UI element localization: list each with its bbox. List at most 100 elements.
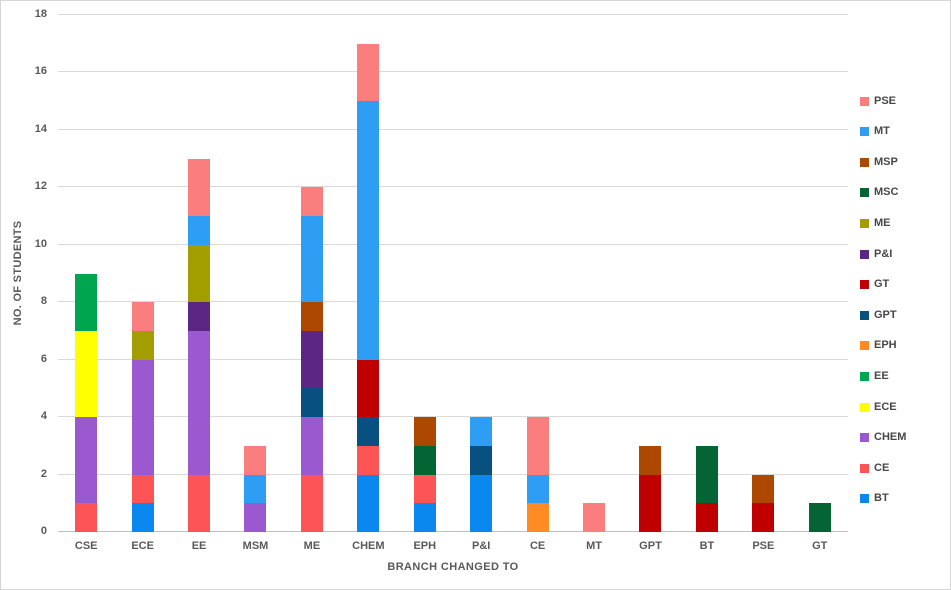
- segment-MSP: [639, 445, 662, 475]
- legend-swatch: [860, 127, 869, 137]
- bar-stack: [752, 474, 775, 532]
- bar-GT: [792, 15, 848, 532]
- segment-PSE: [131, 302, 154, 331]
- bar-EE: [171, 15, 227, 532]
- segment-BT: [413, 503, 436, 532]
- segment-BT: [470, 474, 493, 532]
- segment-ME: [188, 244, 211, 303]
- segment-CHEM: [300, 417, 323, 475]
- legend-item-ME: ME: [860, 217, 891, 229]
- segment-GT: [357, 359, 380, 418]
- legend-item-ECE: ECE: [860, 401, 897, 413]
- segment-MSP: [300, 302, 323, 331]
- y-tick-label: 18: [34, 8, 47, 20]
- gridline: [58, 71, 848, 73]
- x-tick-label: BT: [699, 540, 715, 552]
- legend-label: PSE: [874, 94, 897, 107]
- segment-GPT: [300, 388, 323, 418]
- legend-label: BT: [874, 492, 889, 505]
- segment-GPT: [357, 417, 380, 446]
- bar-stack: [188, 158, 211, 532]
- legend-item-MT: MT: [860, 126, 890, 138]
- legend-label: CE: [874, 461, 890, 474]
- legend-item-EE: EE: [860, 370, 889, 382]
- segment-P&I: [300, 330, 323, 389]
- legend-item-P&I: P&I: [860, 248, 892, 260]
- bar-stack: [470, 417, 493, 532]
- x-tick-label: EPH: [413, 540, 437, 552]
- bar-stack: [808, 503, 831, 532]
- segment-PSE: [188, 158, 211, 217]
- bar-CSE: [58, 15, 114, 532]
- bar-stack: [357, 43, 380, 532]
- x-tick-label: ECE: [131, 540, 154, 552]
- y-tick-label: 12: [34, 180, 47, 193]
- bar-EPH: [397, 15, 453, 532]
- segment-P&I: [188, 302, 211, 331]
- legend-swatch: [860, 249, 869, 259]
- legend-swatch: [860, 218, 869, 228]
- segment-MSP: [413, 417, 436, 446]
- legend-item-GT: GT: [860, 279, 889, 291]
- bar-ECE: [114, 15, 170, 532]
- segment-EE: [75, 273, 98, 331]
- gridline: [58, 14, 848, 15]
- segment-CE: [413, 474, 436, 504]
- segment-PSE: [300, 187, 323, 217]
- legend-label: MSP: [874, 155, 898, 168]
- legend-swatch: [860, 402, 869, 412]
- legend-item-PSE: PSE: [860, 95, 896, 107]
- bar-PSE: [735, 15, 791, 532]
- bar-CHEM: [340, 15, 396, 532]
- legend-item-CE: CE: [860, 462, 889, 474]
- segment-BT: [357, 474, 380, 532]
- segment-PSE: [244, 445, 267, 475]
- segment-CE: [300, 474, 323, 532]
- x-tick-label: ME: [303, 540, 321, 552]
- legend-label: CHEM: [874, 431, 907, 444]
- x-tick-label: GT: [812, 540, 828, 552]
- segment-MT: [526, 474, 549, 504]
- segment-MT: [470, 417, 493, 446]
- x-tick-label: GPT: [639, 540, 662, 552]
- bar-stack: [244, 445, 267, 532]
- bar-stack: [131, 302, 154, 532]
- legend-item-GPT: GPT: [860, 309, 897, 321]
- segment-EPH: [526, 503, 549, 532]
- legend-label: ME: [874, 216, 891, 229]
- gridline: [58, 243, 848, 245]
- bar-MSM: [227, 15, 283, 532]
- segment-MT: [300, 216, 323, 303]
- segment-CE: [75, 503, 98, 532]
- x-tick-label: CHEM: [352, 540, 385, 552]
- bar-stack: [583, 503, 606, 532]
- bar-MT: [566, 15, 622, 532]
- bar-stack: [300, 187, 323, 532]
- y-tick-label: 4: [40, 410, 47, 423]
- x-tick-label: P&I: [472, 540, 491, 552]
- segment-GT: [752, 503, 775, 532]
- legend-swatch: [860, 280, 869, 290]
- gridline: [58, 186, 848, 188]
- segment-CHEM: [244, 503, 267, 532]
- plot-area: [58, 14, 848, 532]
- segment-ECE: [75, 330, 98, 418]
- y-tick-label: 16: [34, 65, 47, 78]
- y-tick-label: 8: [40, 295, 47, 308]
- segment-ME: [131, 330, 154, 360]
- segment-CHEM: [131, 359, 154, 475]
- bar-stack: [526, 417, 549, 532]
- x-tick-label: MT: [586, 540, 602, 552]
- segment-PSE: [583, 503, 606, 532]
- segment-MT: [244, 474, 267, 504]
- segment-CE: [357, 445, 380, 475]
- bar-P&I: [453, 15, 509, 532]
- bar-stack: [639, 445, 662, 532]
- y-tick-label: 2: [40, 467, 47, 480]
- gridline: [58, 358, 848, 360]
- bar-CE: [509, 15, 565, 532]
- x-axis-title: BRANCH CHANGED TO: [387, 561, 519, 573]
- segment-CHEM: [188, 330, 211, 475]
- legend-swatch: [860, 463, 869, 473]
